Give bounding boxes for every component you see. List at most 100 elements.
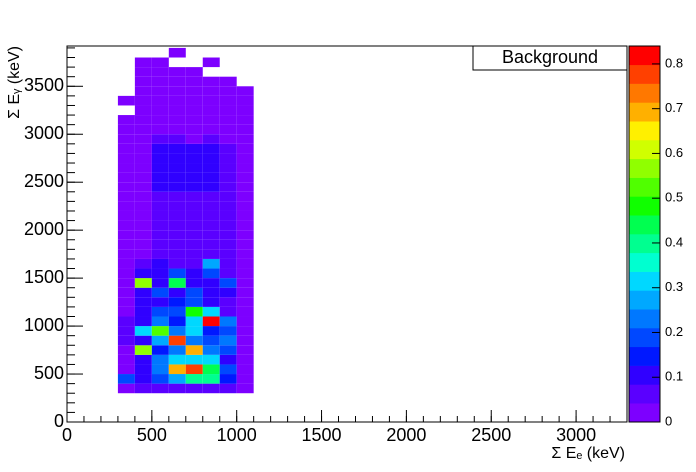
cell (134, 316, 152, 327)
cell (168, 335, 186, 346)
cell (236, 316, 254, 327)
z-tick-label: 0.2 (665, 324, 683, 339)
cell (202, 153, 220, 164)
cell (219, 230, 237, 240)
cell (134, 287, 152, 298)
cell (185, 105, 203, 116)
cell (168, 287, 186, 298)
cell (236, 210, 254, 221)
palette-frame (628, 45, 661, 423)
cell (219, 95, 237, 106)
cell (202, 210, 220, 221)
cell (117, 134, 135, 144)
cell (219, 383, 237, 394)
x-tick-label: 0 (62, 425, 72, 445)
palette-swatch (629, 140, 660, 160)
cell (151, 182, 169, 192)
cell (185, 182, 203, 192)
cell (151, 278, 169, 288)
cell (134, 230, 152, 240)
cell (117, 163, 135, 173)
cell (202, 57, 220, 68)
cell (202, 364, 220, 375)
z-tick-label: 0.6 (665, 145, 683, 160)
cell (236, 220, 254, 231)
cell (151, 210, 169, 221)
cell (219, 124, 237, 135)
cell (168, 210, 186, 221)
palette-swatch (629, 290, 660, 310)
cell (117, 258, 135, 269)
z-tick-label: 0.4 (665, 234, 683, 249)
cell (236, 143, 254, 154)
cell (185, 163, 203, 173)
cell (117, 306, 135, 317)
cell (219, 220, 237, 231)
cell (151, 220, 169, 231)
cell (151, 249, 169, 259)
palette-swatch (629, 196, 660, 216)
cell (168, 143, 186, 154)
cell (236, 182, 254, 192)
palette-swatch (629, 346, 660, 366)
cell (151, 306, 169, 317)
cell (151, 163, 169, 173)
cell (236, 230, 254, 240)
cell (219, 143, 237, 154)
cell (117, 230, 135, 240)
cell (134, 76, 152, 87)
cell (168, 163, 186, 173)
y-tick-label: 3500 (24, 75, 64, 95)
y-tick-label: 1500 (24, 267, 64, 287)
cell (134, 105, 152, 116)
cell (117, 374, 135, 384)
cell (202, 258, 220, 269)
cell (219, 374, 237, 384)
cell (151, 143, 169, 154)
cell (219, 326, 237, 336)
cell (219, 297, 237, 307)
cell (185, 345, 203, 355)
cell (236, 268, 254, 279)
cell (117, 239, 135, 250)
cell (219, 210, 237, 221)
cell (185, 287, 203, 298)
palette-swatch (629, 121, 660, 141)
cell (185, 230, 203, 240)
cell (219, 364, 237, 375)
cell (236, 172, 254, 183)
cell (117, 191, 135, 202)
cell (219, 182, 237, 192)
cell (117, 354, 135, 365)
plot-frame (66, 45, 628, 423)
cell (202, 163, 220, 173)
cell (202, 105, 220, 116)
cell (151, 374, 169, 384)
cell (151, 67, 169, 77)
cell (168, 354, 186, 365)
cell (236, 115, 254, 125)
cell (151, 239, 169, 250)
y-axis-label: Σ Eᵧ (keV) (6, 46, 23, 119)
cell (168, 230, 186, 240)
cell (134, 268, 152, 279)
cell (168, 86, 186, 96)
cell (219, 172, 237, 183)
cell (168, 124, 186, 135)
cell (236, 95, 254, 106)
cell (236, 364, 254, 375)
cell (117, 115, 135, 125)
cell (134, 354, 152, 365)
cell (236, 124, 254, 135)
cell (202, 239, 220, 250)
y-tick-label: 500 (34, 363, 64, 383)
cell (185, 354, 203, 365)
cell (134, 86, 152, 96)
cell (202, 354, 220, 365)
cell (236, 306, 254, 317)
cell (151, 124, 169, 135)
cell (185, 297, 203, 307)
cell (151, 335, 169, 346)
cell (168, 95, 186, 106)
